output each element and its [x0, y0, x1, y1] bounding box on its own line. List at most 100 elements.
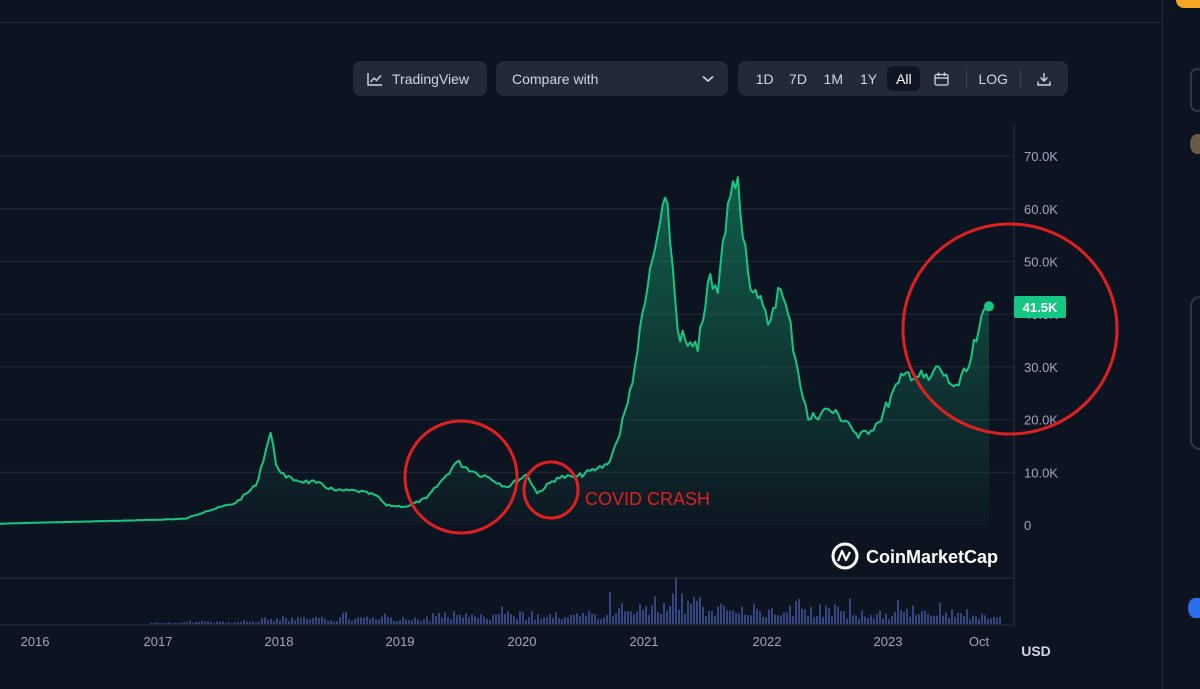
volume-bar	[243, 620, 245, 624]
volume-bar	[831, 616, 833, 624]
range-1m-button[interactable]: 1M	[823, 70, 843, 87]
volume-bar	[918, 614, 920, 624]
volume-bar	[948, 617, 950, 624]
volume-bar	[270, 618, 272, 624]
volume-bar	[237, 621, 239, 624]
volume-bar	[462, 617, 464, 624]
volume-bar	[252, 621, 254, 624]
volume-bar	[798, 599, 800, 624]
volume-bar	[786, 612, 788, 624]
volume-bar	[552, 617, 554, 624]
date-range-button[interactable]	[922, 66, 959, 91]
volume-bar	[468, 617, 470, 624]
volume-bar	[390, 617, 392, 624]
volume-bar	[513, 616, 515, 624]
volume-bar	[723, 605, 725, 624]
volume-bar	[153, 622, 155, 624]
log-scale-button[interactable]: LOG	[978, 70, 1009, 87]
volume-bar	[228, 621, 230, 624]
volume-bar	[645, 606, 647, 624]
volume-bar	[216, 621, 218, 624]
download-button[interactable]	[1027, 66, 1062, 91]
volume-bar	[498, 614, 500, 624]
volume-bar	[558, 618, 560, 624]
volume-bar	[543, 617, 545, 624]
volume-bar	[897, 599, 899, 624]
volume-bar	[297, 617, 299, 624]
volume-bar	[876, 613, 878, 624]
price-area	[0, 177, 989, 525]
volume-bar	[726, 610, 728, 624]
current-price-dot	[983, 301, 994, 312]
y-tick-label: 30.0K	[1024, 360, 1058, 375]
volume-bar	[858, 619, 860, 624]
volume-bar	[825, 605, 827, 624]
coinmarketcap-watermark: CoinMarketCap	[831, 542, 998, 570]
volume-bar	[528, 617, 530, 624]
volume-bar	[927, 613, 929, 624]
volume-bar	[744, 614, 746, 624]
volume-bar	[453, 611, 455, 624]
volume-bar	[294, 620, 296, 624]
volume-bar	[942, 615, 944, 624]
range-7d-button[interactable]: 7D	[789, 70, 807, 87]
volume-bar	[606, 615, 608, 624]
volume-bar	[900, 610, 902, 624]
range-all-button[interactable]: All	[887, 66, 921, 91]
volume-bar	[177, 622, 179, 624]
sidebar-button-partial[interactable]	[1190, 68, 1200, 112]
volume-bar	[375, 619, 377, 624]
volume-bar	[636, 611, 638, 624]
volume-bar	[708, 611, 710, 624]
volume-bar	[351, 620, 353, 624]
volume-bar	[525, 619, 527, 624]
price-line	[0, 176, 990, 525]
volume-bar	[864, 616, 866, 624]
volume-bar	[195, 621, 197, 624]
volume-bar	[174, 623, 176, 624]
sidebar-divider	[1162, 0, 1163, 689]
toolbar-separator	[1019, 69, 1021, 88]
volume-bar	[963, 616, 965, 624]
volume-bar	[381, 616, 383, 624]
volume-bar	[981, 613, 983, 624]
volume-bar	[780, 615, 782, 624]
tradingview-button[interactable]: TradingView	[353, 61, 487, 96]
volume-bar	[441, 617, 443, 624]
volume-bar	[678, 609, 680, 624]
volume-bar	[354, 618, 356, 624]
compare-with-dropdown[interactable]: Compare with	[496, 61, 728, 96]
range-1d-button[interactable]: 1D	[755, 70, 774, 87]
calendar-icon	[933, 72, 949, 86]
volume-bar	[537, 614, 539, 624]
current-price-label: 41.5K	[1023, 300, 1058, 315]
compare-with-label: Compare with	[512, 70, 599, 87]
volume-bar	[369, 619, 371, 624]
volume-bar	[879, 610, 881, 624]
volume-bar	[816, 616, 818, 624]
volume-bar	[219, 621, 221, 624]
volume-bar	[846, 618, 848, 624]
x-axis-labels: 2016 2017 2018 2019 2020 2021 2022 2023 Oct	[21, 634, 990, 649]
avatar-partial[interactable]	[1176, 0, 1200, 8]
volume-bar	[903, 611, 905, 624]
volume-bar	[336, 621, 338, 624]
volume-bar	[519, 611, 521, 624]
volume-bar	[474, 616, 476, 624]
volume-bars	[150, 578, 1001, 624]
volume-bar	[264, 617, 266, 624]
volume-bar	[585, 615, 587, 624]
volume-bar	[180, 622, 182, 624]
volume-bar	[888, 619, 890, 624]
volume-bar	[624, 611, 626, 624]
volume-bar	[546, 617, 548, 624]
volume-bar	[516, 619, 518, 624]
volume-bar	[915, 615, 917, 624]
volume-bar	[492, 614, 494, 624]
volume-bar	[357, 617, 359, 624]
range-1y-button[interactable]: 1Y	[860, 70, 878, 87]
volume-bar	[993, 617, 995, 624]
volume-bar	[426, 616, 428, 624]
coinmarketcap-logo-icon	[831, 542, 859, 570]
